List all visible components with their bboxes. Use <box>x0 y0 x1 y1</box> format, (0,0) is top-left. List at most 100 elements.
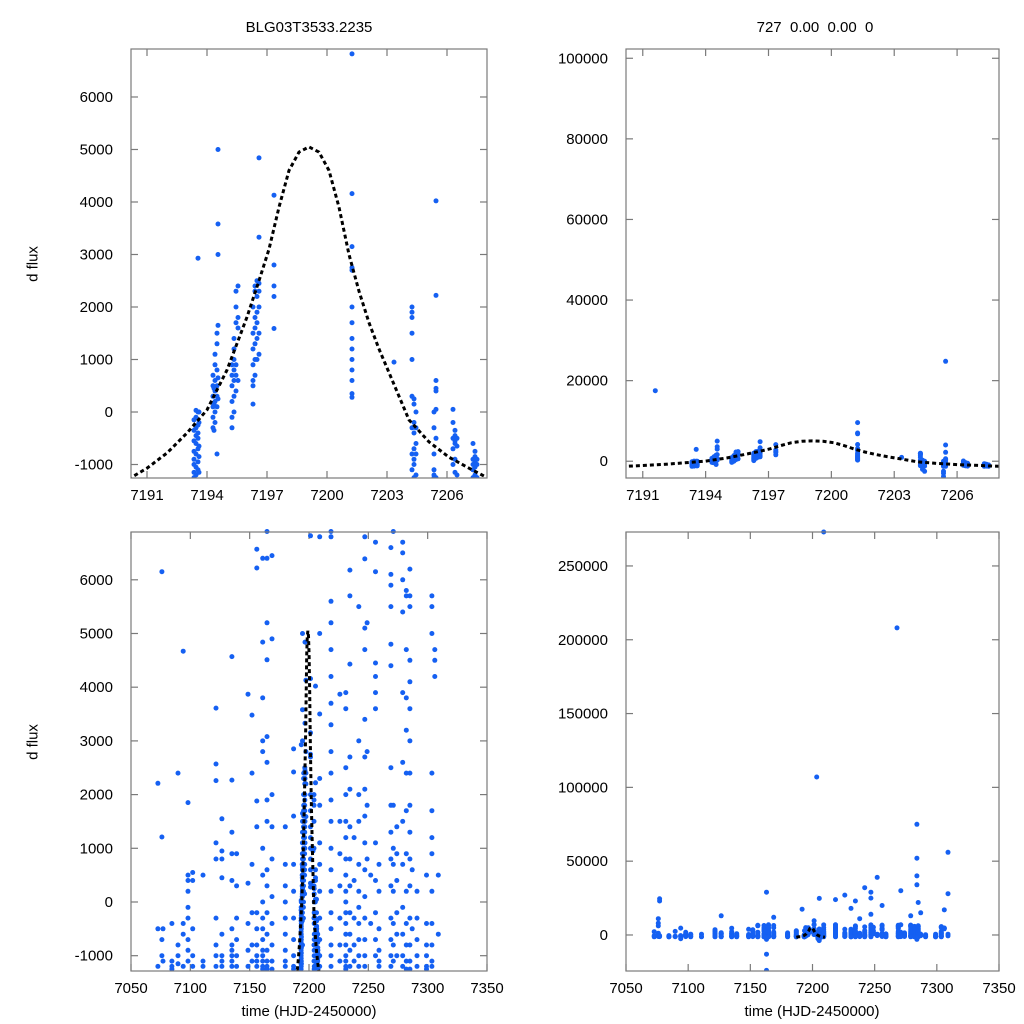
data-point <box>651 933 657 939</box>
data-point <box>394 931 400 937</box>
data-point <box>356 963 362 969</box>
data-point <box>403 647 409 653</box>
data-point <box>347 856 353 862</box>
data-point <box>349 394 355 400</box>
y-tick-label: 20000 <box>566 373 608 390</box>
data-point <box>233 288 239 294</box>
data-point <box>219 848 225 854</box>
data-point <box>229 399 235 404</box>
data-point <box>433 406 439 412</box>
data-point <box>413 409 419 415</box>
data-point <box>400 609 406 615</box>
data-point <box>672 933 678 939</box>
data-point <box>343 931 349 937</box>
data-point <box>233 388 239 394</box>
data-point <box>470 441 476 446</box>
data-point <box>254 963 260 969</box>
data-point <box>190 963 196 969</box>
chart-title: BLG03T3533.2235 <box>245 19 373 36</box>
data-point <box>264 734 270 740</box>
data-point <box>300 707 305 713</box>
data-point <box>356 792 362 798</box>
data-point <box>894 625 900 631</box>
data-point <box>713 462 719 467</box>
data-point <box>343 690 349 696</box>
y-tick-label: 6000 <box>80 89 113 106</box>
data-point <box>215 221 221 227</box>
data-point <box>811 922 817 928</box>
data-point <box>282 824 288 830</box>
data-point <box>314 896 319 902</box>
data-point <box>249 958 255 964</box>
data-point <box>452 427 458 433</box>
x-tick-label: 7100 <box>671 980 704 997</box>
data-point <box>678 925 684 931</box>
panel-bottom-right: 7050 7100 7150 7200 7250 7300 7350 0 50000 100000… <box>558 529 1016 997</box>
data-point <box>252 325 258 331</box>
data-point <box>364 856 370 862</box>
data-point <box>308 533 313 539</box>
data-point <box>362 625 368 631</box>
data-point <box>229 926 235 932</box>
data-point <box>945 933 951 939</box>
data-point <box>229 963 235 969</box>
data-point <box>229 958 235 964</box>
data-point <box>328 749 334 755</box>
data-point <box>688 933 694 939</box>
data-point <box>407 679 413 685</box>
data-point <box>902 934 907 939</box>
data-point <box>249 861 255 867</box>
data-point <box>254 942 260 948</box>
data-point <box>271 326 277 331</box>
data-point <box>190 870 196 875</box>
data-point <box>213 963 219 969</box>
data-point <box>260 639 266 645</box>
data-point <box>233 304 239 310</box>
data-point <box>400 550 406 556</box>
data-point <box>185 904 191 910</box>
plot-frame <box>130 531 488 972</box>
data-point <box>264 958 270 964</box>
data-point <box>351 958 357 964</box>
data-point <box>219 856 225 862</box>
data-point <box>855 430 861 436</box>
data-point <box>414 888 420 894</box>
data-point <box>433 378 439 383</box>
data-point <box>390 921 396 926</box>
y-tick-label: 4000 <box>80 194 113 211</box>
data-point <box>883 934 889 940</box>
data-point <box>431 451 437 457</box>
data-point <box>735 449 741 455</box>
data-point <box>347 786 353 792</box>
data-point <box>260 695 266 701</box>
data-point <box>234 883 240 889</box>
data-point <box>433 475 439 478</box>
data-point <box>879 927 885 933</box>
data-point <box>343 958 349 964</box>
data-point <box>729 934 735 940</box>
model-curve <box>796 925 826 939</box>
data-point <box>394 953 400 959</box>
y-tick-label: 2000 <box>80 787 113 804</box>
data-point <box>328 953 334 959</box>
y-tick-label: 0 <box>600 453 608 470</box>
data-point <box>755 934 761 940</box>
data-point <box>411 462 417 467</box>
data-point <box>403 593 409 599</box>
data-point <box>213 953 219 959</box>
data-point <box>933 934 939 940</box>
data-point <box>180 931 186 937</box>
data-point <box>388 663 394 669</box>
data-point <box>200 963 206 969</box>
data-point <box>400 690 406 696</box>
data-point <box>388 829 394 835</box>
data-point <box>254 926 260 932</box>
data-point <box>254 336 260 341</box>
data-point <box>229 383 235 389</box>
y-tick-label: 3000 <box>80 246 113 263</box>
data-point <box>429 808 435 814</box>
data-point <box>424 942 429 948</box>
data-point <box>388 856 394 862</box>
data-point <box>388 582 394 588</box>
data-point <box>260 872 266 878</box>
